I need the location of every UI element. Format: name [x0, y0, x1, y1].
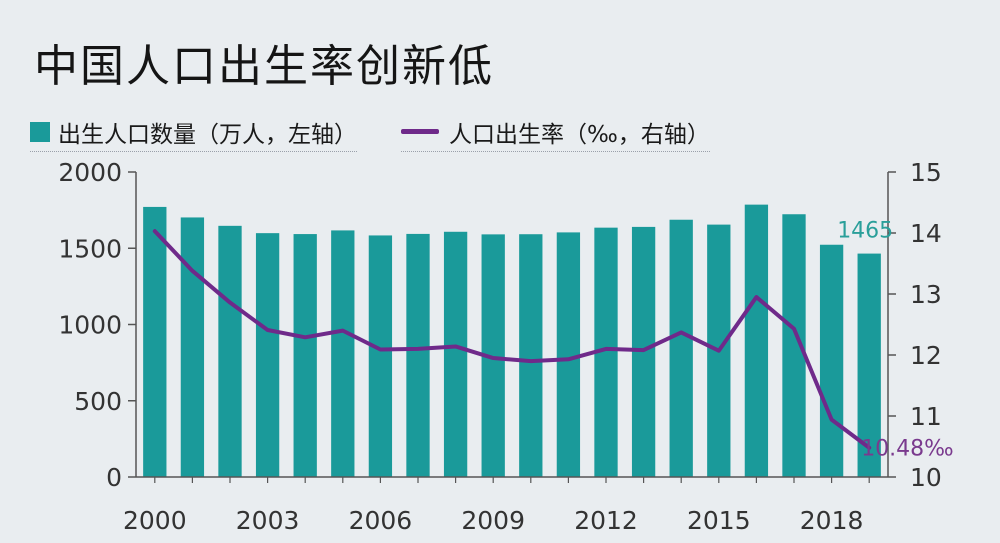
bar-2003	[255, 233, 280, 477]
right-tick-label: 12	[910, 341, 942, 370]
legend-swatch-line	[401, 129, 439, 134]
legend-label-birth-rate: 人口出生率（‰，右轴）	[449, 121, 710, 148]
bar-2005	[331, 230, 355, 477]
bar-2019	[857, 253, 881, 477]
x-tick-label: 2006	[349, 506, 413, 535]
legend: 出生人口数量（万人，左轴） 人口出生率（‰，右轴）	[30, 115, 710, 152]
right-tick-label: 15	[910, 158, 942, 187]
bar-2012	[594, 227, 618, 477]
bar-2007	[406, 233, 430, 477]
legend-item-births: 出生人口数量（万人，左轴）	[30, 115, 357, 152]
bar-2000	[143, 206, 167, 478]
left-tick-label: 500	[74, 387, 122, 416]
left-tick-label: 2000	[58, 158, 122, 187]
left-tick-label: 0	[106, 463, 122, 492]
bar-2002	[218, 225, 242, 477]
x-tick-label: 2015	[687, 506, 751, 535]
bar-2016	[744, 204, 769, 477]
bar-2008	[443, 231, 468, 477]
x-tick-label: 2018	[800, 506, 864, 535]
right-tick-label: 14	[910, 219, 942, 248]
x-tick-label: 2009	[461, 506, 525, 535]
left-tick-label: 1000	[58, 311, 122, 340]
bar-2017	[782, 214, 806, 477]
left-tick-label: 1500	[58, 234, 122, 263]
bar-2006	[368, 235, 393, 477]
birth-rate-line	[152, 229, 872, 450]
x-tick-label: 2000	[123, 506, 187, 535]
right-tick-label: 13	[910, 280, 942, 309]
data-label-rate-2019: 10.48‰	[861, 437, 954, 462]
bar-2011	[556, 232, 581, 477]
right-tick-label: 11	[910, 402, 942, 431]
chart-title: 中国人口出生率创新低	[34, 41, 494, 92]
x-tick-label: 2003	[236, 506, 300, 535]
legend-label-births: 出生人口数量（万人，左轴）	[58, 121, 357, 148]
x-tick-label: 2012	[574, 506, 638, 535]
legend-item-birth-rate: 人口出生率（‰，右轴）	[401, 115, 710, 152]
data-label-births-2019: 1465	[837, 219, 893, 244]
bar-2009	[481, 234, 505, 477]
bar-2001	[180, 217, 205, 477]
bar-2004	[293, 234, 317, 477]
bar-2010	[519, 234, 543, 477]
legend-swatch-bar	[30, 121, 50, 142]
bar-2014	[669, 219, 693, 478]
bar-2018	[819, 244, 844, 477]
right-tick-label: 10	[910, 463, 942, 492]
